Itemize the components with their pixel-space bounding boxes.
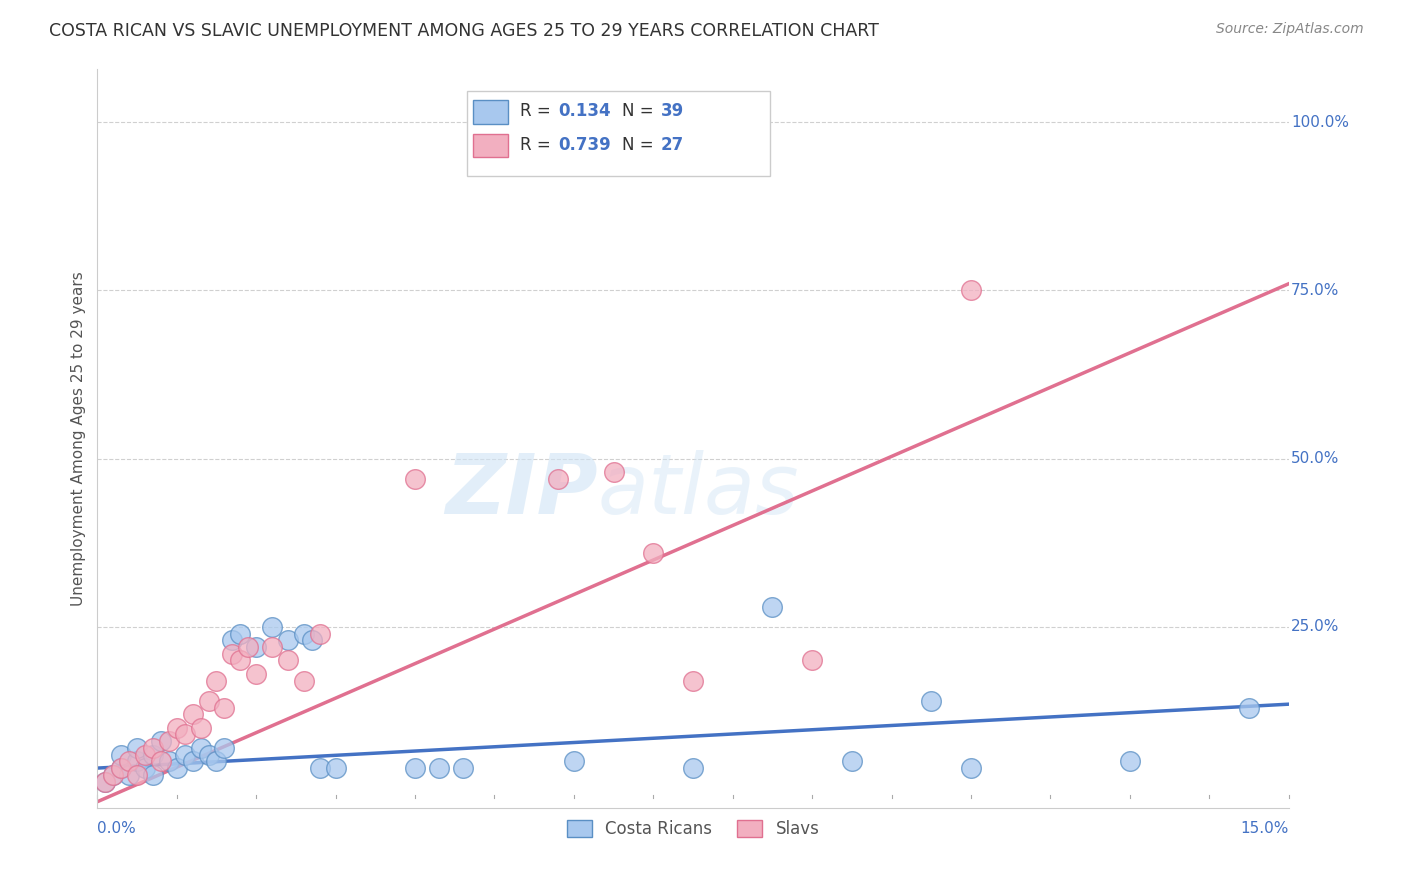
Text: ZIP: ZIP — [446, 450, 598, 531]
Point — [149, 734, 172, 748]
Text: 39: 39 — [661, 103, 685, 120]
Point — [103, 768, 125, 782]
Point — [308, 761, 330, 775]
Point — [157, 755, 180, 769]
Point — [181, 755, 204, 769]
Point — [404, 761, 426, 775]
Point — [142, 747, 165, 762]
Text: 100.0%: 100.0% — [1291, 115, 1348, 130]
Point — [1119, 755, 1142, 769]
Point — [142, 768, 165, 782]
Point — [214, 700, 236, 714]
Text: 50.0%: 50.0% — [1291, 451, 1340, 467]
Point — [451, 761, 474, 775]
Point — [960, 761, 983, 775]
Point — [221, 633, 243, 648]
Text: N =: N = — [621, 103, 658, 120]
Text: N =: N = — [621, 136, 658, 153]
Text: COSTA RICAN VS SLAVIC UNEMPLOYMENT AMONG AGES 25 TO 29 YEARS CORRELATION CHART: COSTA RICAN VS SLAVIC UNEMPLOYMENT AMONG… — [49, 22, 879, 40]
Text: 0.739: 0.739 — [558, 136, 612, 153]
FancyBboxPatch shape — [467, 91, 770, 176]
Point — [301, 633, 323, 648]
Point — [262, 640, 284, 654]
Point — [134, 761, 156, 775]
Point — [173, 747, 195, 762]
Point — [292, 673, 315, 688]
Point — [277, 653, 299, 667]
Y-axis label: Unemployment Among Ages 25 to 29 years: Unemployment Among Ages 25 to 29 years — [72, 271, 86, 606]
Point — [960, 284, 983, 298]
Point — [181, 707, 204, 722]
Point — [157, 734, 180, 748]
Point — [238, 640, 260, 654]
Point — [682, 673, 704, 688]
Point — [205, 755, 228, 769]
Point — [118, 755, 141, 769]
Point — [221, 647, 243, 661]
Point — [245, 640, 267, 654]
Point — [149, 755, 172, 769]
Point — [125, 755, 148, 769]
Point — [110, 761, 132, 775]
Point — [308, 626, 330, 640]
Point — [292, 626, 315, 640]
Point — [142, 740, 165, 755]
Text: atlas: atlas — [598, 450, 800, 531]
Point — [125, 768, 148, 782]
Point — [245, 667, 267, 681]
Point — [682, 761, 704, 775]
Point — [94, 774, 117, 789]
Point — [134, 747, 156, 762]
Point — [427, 761, 450, 775]
Point — [190, 721, 212, 735]
Point — [643, 546, 665, 560]
Point — [1237, 700, 1260, 714]
Point — [801, 653, 824, 667]
Point — [602, 465, 624, 479]
Point — [547, 472, 569, 486]
Text: 15.0%: 15.0% — [1240, 821, 1289, 836]
Point — [94, 774, 117, 789]
Point — [103, 768, 125, 782]
Point — [277, 633, 299, 648]
Point — [229, 626, 252, 640]
Point — [197, 747, 219, 762]
Text: 0.0%: 0.0% — [97, 821, 136, 836]
Point — [118, 768, 141, 782]
Point — [197, 694, 219, 708]
Point — [229, 653, 252, 667]
Point — [110, 747, 132, 762]
Point — [166, 761, 188, 775]
Point — [841, 755, 863, 769]
Point — [125, 740, 148, 755]
Text: 27: 27 — [661, 136, 685, 153]
Text: R =: R = — [520, 136, 557, 153]
FancyBboxPatch shape — [472, 100, 509, 124]
Point — [110, 761, 132, 775]
Point — [166, 721, 188, 735]
Point — [404, 472, 426, 486]
FancyBboxPatch shape — [472, 134, 509, 157]
Legend: Costa Ricans, Slavs: Costa Ricans, Slavs — [560, 813, 825, 845]
Text: 25.0%: 25.0% — [1291, 619, 1340, 634]
Text: R =: R = — [520, 103, 557, 120]
Text: 0.134: 0.134 — [558, 103, 612, 120]
Point — [173, 727, 195, 741]
Point — [190, 740, 212, 755]
Text: 75.0%: 75.0% — [1291, 283, 1340, 298]
Text: Source: ZipAtlas.com: Source: ZipAtlas.com — [1216, 22, 1364, 37]
Point — [562, 755, 585, 769]
Point — [262, 620, 284, 634]
Point — [214, 740, 236, 755]
Point — [682, 115, 704, 129]
Point — [205, 673, 228, 688]
Point — [325, 761, 347, 775]
Point — [761, 599, 783, 614]
Point — [920, 694, 942, 708]
